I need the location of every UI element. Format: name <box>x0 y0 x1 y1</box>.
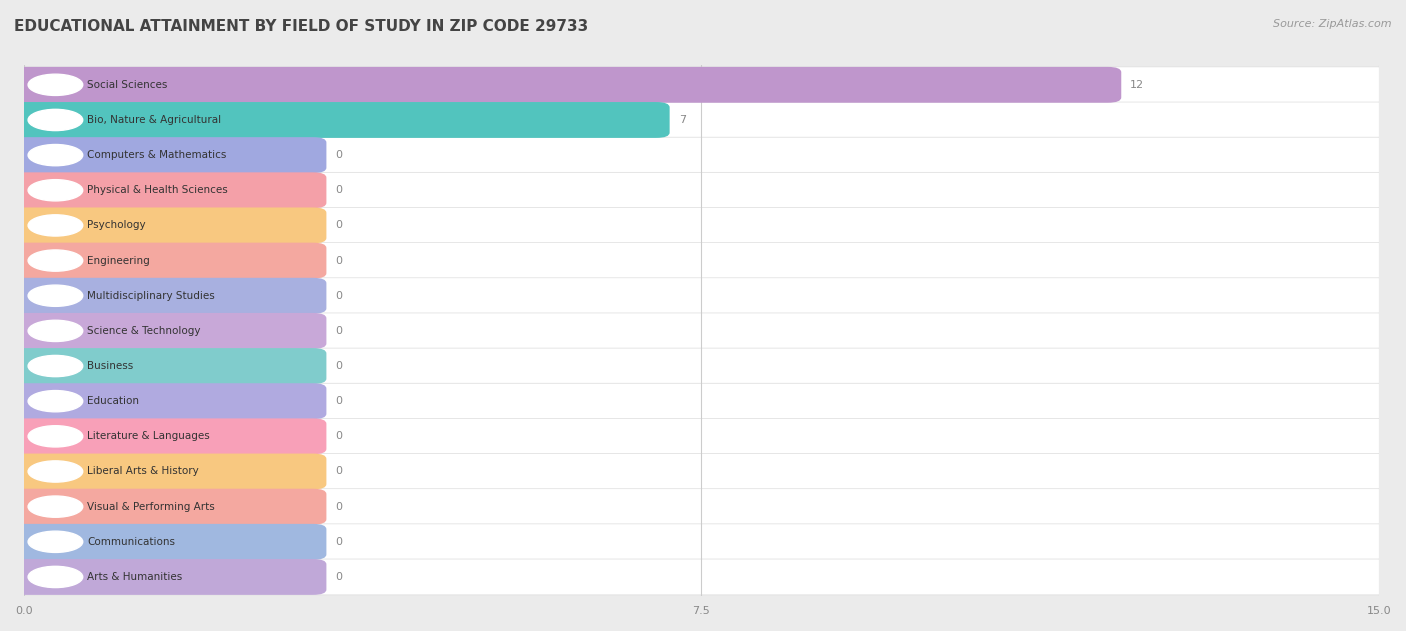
Circle shape <box>28 531 83 552</box>
FancyBboxPatch shape <box>10 243 1392 278</box>
FancyBboxPatch shape <box>10 137 326 173</box>
Text: 0: 0 <box>336 186 343 195</box>
FancyBboxPatch shape <box>24 348 1379 384</box>
FancyBboxPatch shape <box>24 419 1379 454</box>
Text: Communications: Communications <box>87 537 174 547</box>
FancyBboxPatch shape <box>24 102 1379 138</box>
FancyBboxPatch shape <box>24 559 1379 594</box>
FancyBboxPatch shape <box>10 172 1392 208</box>
FancyBboxPatch shape <box>10 67 1121 103</box>
Text: 0: 0 <box>336 256 343 266</box>
Circle shape <box>28 426 83 447</box>
Text: Computers & Mathematics: Computers & Mathematics <box>87 150 226 160</box>
Text: Visual & Performing Arts: Visual & Performing Arts <box>87 502 215 512</box>
Text: Science & Technology: Science & Technology <box>87 326 201 336</box>
FancyBboxPatch shape <box>24 524 1379 559</box>
FancyBboxPatch shape <box>24 208 1379 243</box>
FancyBboxPatch shape <box>24 278 1379 314</box>
Text: 0: 0 <box>336 572 343 582</box>
FancyBboxPatch shape <box>10 102 1392 138</box>
Text: Arts & Humanities: Arts & Humanities <box>87 572 183 582</box>
Circle shape <box>28 391 83 412</box>
FancyBboxPatch shape <box>10 383 326 419</box>
Text: 0: 0 <box>336 361 343 371</box>
Text: Source: ZipAtlas.com: Source: ZipAtlas.com <box>1274 19 1392 29</box>
FancyBboxPatch shape <box>24 314 1379 348</box>
FancyBboxPatch shape <box>10 208 326 244</box>
Text: Physical & Health Sciences: Physical & Health Sciences <box>87 186 228 195</box>
Text: 0: 0 <box>336 326 343 336</box>
Text: 0: 0 <box>336 502 343 512</box>
Text: Social Sciences: Social Sciences <box>87 80 167 90</box>
FancyBboxPatch shape <box>10 137 1392 173</box>
Circle shape <box>28 144 83 166</box>
Text: 7: 7 <box>679 115 686 125</box>
Circle shape <box>28 109 83 131</box>
FancyBboxPatch shape <box>10 489 1392 524</box>
FancyBboxPatch shape <box>10 559 1392 595</box>
FancyBboxPatch shape <box>10 348 326 384</box>
FancyBboxPatch shape <box>10 418 326 454</box>
Text: 0: 0 <box>336 466 343 476</box>
Text: 0: 0 <box>336 220 343 230</box>
Circle shape <box>28 355 83 377</box>
Text: Literature & Languages: Literature & Languages <box>87 432 209 441</box>
Text: 0: 0 <box>336 537 343 547</box>
Text: Psychology: Psychology <box>87 220 146 230</box>
FancyBboxPatch shape <box>10 313 1392 349</box>
Text: Business: Business <box>87 361 134 371</box>
FancyBboxPatch shape <box>10 559 326 595</box>
Circle shape <box>28 566 83 587</box>
FancyBboxPatch shape <box>24 454 1379 489</box>
FancyBboxPatch shape <box>24 173 1379 208</box>
Text: Liberal Arts & History: Liberal Arts & History <box>87 466 198 476</box>
Text: 12: 12 <box>1130 80 1144 90</box>
FancyBboxPatch shape <box>10 313 326 349</box>
Circle shape <box>28 321 83 341</box>
FancyBboxPatch shape <box>10 348 1392 384</box>
Circle shape <box>28 496 83 517</box>
Text: Engineering: Engineering <box>87 256 150 266</box>
FancyBboxPatch shape <box>10 383 1392 419</box>
FancyBboxPatch shape <box>10 489 326 524</box>
FancyBboxPatch shape <box>10 454 1392 490</box>
FancyBboxPatch shape <box>10 102 669 138</box>
Circle shape <box>28 250 83 271</box>
Text: 0: 0 <box>336 291 343 301</box>
FancyBboxPatch shape <box>24 68 1379 102</box>
FancyBboxPatch shape <box>10 172 326 208</box>
FancyBboxPatch shape <box>10 278 1392 314</box>
FancyBboxPatch shape <box>24 489 1379 524</box>
FancyBboxPatch shape <box>24 243 1379 278</box>
FancyBboxPatch shape <box>24 138 1379 173</box>
Circle shape <box>28 285 83 307</box>
FancyBboxPatch shape <box>10 418 1392 454</box>
FancyBboxPatch shape <box>10 67 1392 103</box>
Text: Multidisciplinary Studies: Multidisciplinary Studies <box>87 291 215 301</box>
FancyBboxPatch shape <box>10 524 326 560</box>
FancyBboxPatch shape <box>10 243 326 278</box>
Circle shape <box>28 74 83 95</box>
FancyBboxPatch shape <box>10 454 326 490</box>
Text: 0: 0 <box>336 432 343 441</box>
Text: EDUCATIONAL ATTAINMENT BY FIELD OF STUDY IN ZIP CODE 29733: EDUCATIONAL ATTAINMENT BY FIELD OF STUDY… <box>14 19 588 34</box>
FancyBboxPatch shape <box>24 384 1379 419</box>
Circle shape <box>28 461 83 482</box>
Text: Education: Education <box>87 396 139 406</box>
Circle shape <box>28 180 83 201</box>
FancyBboxPatch shape <box>10 278 326 314</box>
FancyBboxPatch shape <box>10 208 1392 244</box>
Circle shape <box>28 215 83 236</box>
Text: 0: 0 <box>336 396 343 406</box>
Text: Bio, Nature & Agricultural: Bio, Nature & Agricultural <box>87 115 221 125</box>
FancyBboxPatch shape <box>10 524 1392 560</box>
Text: 0: 0 <box>336 150 343 160</box>
